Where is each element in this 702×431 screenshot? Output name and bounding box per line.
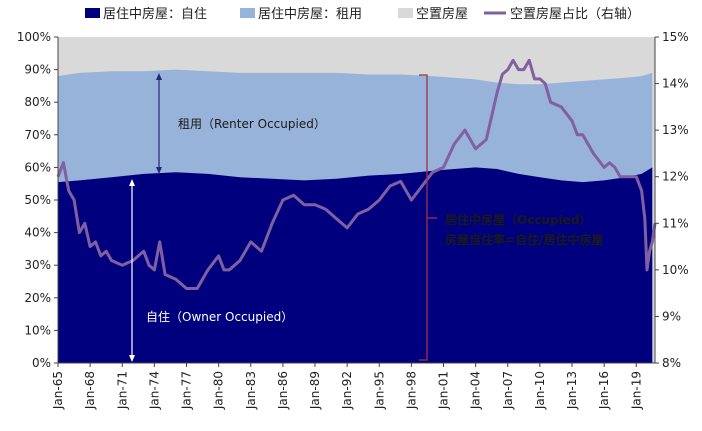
occupied-annotation: 居住中房屋（Occupied） [445,212,591,227]
renter-annotation: 租用（Renter Occupied） [178,117,326,131]
x-tick-label: Jan-68 [83,371,97,410]
owner-annotation: 自住（Owner Occupied） [146,310,293,324]
left-tick-label: 10% [24,323,51,337]
x-tick-label: Jan-74 [147,371,161,410]
x-tick-label: Jan-19 [629,371,643,410]
left-tick-label: 20% [24,291,51,305]
x-tick-label: Jan-71 [115,371,129,410]
owner-arrow-head-bottom [129,355,135,362]
legend-swatch-renter [240,8,255,18]
x-tick-label: Jan-86 [276,371,290,410]
x-tick-label: Jan-80 [212,371,226,410]
right-tick-label: 12% [662,170,689,184]
left-tick-label: 90% [24,63,51,77]
left-tick-label: 50% [24,193,51,207]
x-tick-label: Jan-16 [597,371,611,410]
axes: 0% 10% 20% 30% 40% 50% 60% 70% 80% 90% 100% 8% 9% 10%… [17,30,689,410]
vacancy-share-line [56,58,657,290]
left-tick-label: 40% [24,226,51,240]
owner-arrow-head-top [129,179,135,186]
left-tick-label: 80% [24,95,51,109]
x-tick-label: Jan-89 [308,371,322,410]
left-tick-label: 70% [24,128,51,142]
x-tick-label: Jan-07 [501,371,515,410]
left-tick-label: 0% [32,356,51,370]
x-tick-label: Jan-13 [565,371,579,410]
x-tick-label: Jan-83 [244,371,258,410]
x-tick-label: Jan-10 [533,371,547,410]
legend-label-renter: 居住中房屋：租用 [258,6,362,22]
owner-area [58,167,653,363]
legend-label-vacant: 空置房屋 [416,6,468,22]
x-tick-label: Jan-98 [404,371,418,410]
right-tick-label: 10% [662,263,689,277]
x-tick-label: Jan-95 [372,371,386,410]
legend-label-owner: 居住中房屋：自住 [103,6,207,22]
ownership-rate-annotation: 房屋自住率=自住/居住中房屋 [445,232,603,247]
right-tick-label: 8% [662,356,681,370]
left-tick-label: 100% [17,30,51,44]
left-tick-label: 60% [24,160,51,174]
renter-arrow-head-top [156,73,162,80]
annotations: 租用（Renter Occupied） 自住（Owner Occupied） 居住中… [129,73,603,362]
right-tick-label: 15% [662,30,689,44]
legend-swatch-owner [85,8,100,18]
legend-label-vacancy_share: 空置房屋占比（右轴） [510,6,640,22]
right-tick-label: 14% [662,77,689,91]
right-tick-label: 11% [662,216,689,230]
x-tick-label: Jan-01 [437,371,451,410]
x-tick-label: Jan-04 [469,371,483,410]
legend-swatch-vacant [398,8,413,18]
x-tick-label: Jan-77 [180,371,194,410]
left-tick-label: 30% [24,258,51,272]
right-tick-label: 9% [662,309,681,323]
plot-area [56,37,657,363]
x-tick-label: Jan-65 [51,371,65,410]
x-tick-label: Jan-92 [340,371,354,410]
right-tick-label: 13% [662,123,689,137]
legend: 居住中房屋：自住 居住中房屋：租用 空置房屋 空置房屋占比（右轴） [85,6,640,22]
renter-arrow-head-bottom [156,167,162,174]
